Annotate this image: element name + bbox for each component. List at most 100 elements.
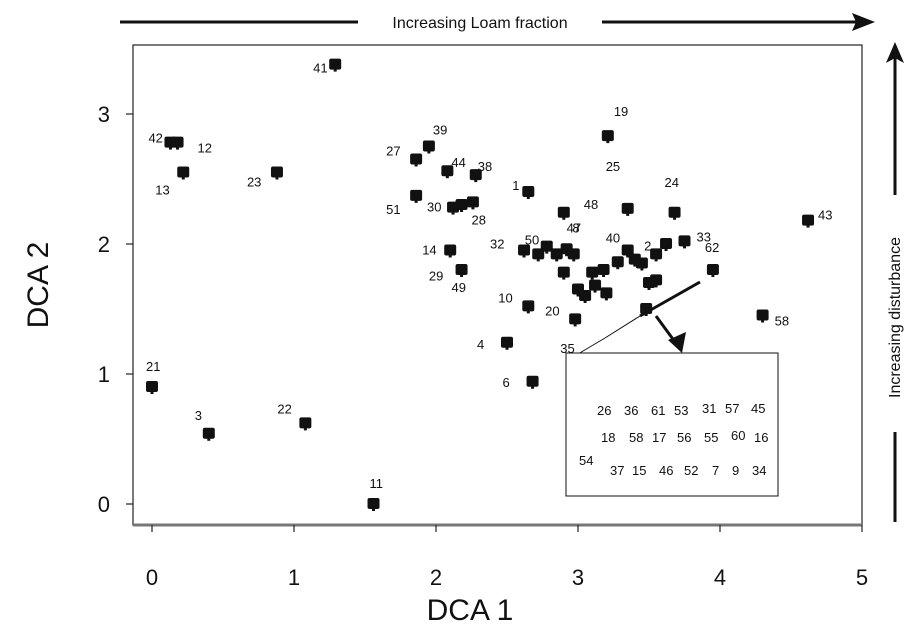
- data-point: [579, 290, 592, 301]
- data-point: [650, 274, 663, 286]
- data-point-tick: [626, 210, 630, 216]
- data-point-tick: [414, 161, 418, 167]
- point-label: 14: [422, 243, 436, 258]
- data-point: [586, 266, 599, 278]
- top-arrow-head: [852, 13, 875, 31]
- data-point-tick: [372, 506, 376, 511]
- inset-label: 37: [610, 463, 624, 478]
- inset-label: 36: [624, 403, 638, 418]
- data-point: [455, 199, 468, 210]
- point-label: 23: [247, 175, 261, 190]
- point-label: 1: [512, 178, 519, 193]
- data-point-tick: [460, 272, 464, 277]
- point-label: 11: [370, 476, 384, 491]
- point-label: 8: [572, 220, 579, 235]
- point-label: 3: [195, 408, 202, 423]
- point-label: 47: [567, 220, 581, 235]
- inset-label: 56: [677, 430, 691, 445]
- data-point: [611, 256, 624, 268]
- data-point: [567, 248, 580, 260]
- data-point-tick: [565, 251, 569, 257]
- data-point-tick: [562, 274, 566, 280]
- data-point-tick: [616, 264, 620, 270]
- data-point: [601, 130, 614, 142]
- data-point: [597, 264, 610, 275]
- y-tick-label: 2: [98, 232, 110, 257]
- data-point: [600, 287, 613, 299]
- data-point: [532, 248, 545, 260]
- data-point: [557, 266, 570, 278]
- inset-label: 9: [732, 463, 739, 478]
- data-point-tick: [536, 256, 540, 262]
- top-annotation: Increasing Loam fraction: [392, 15, 567, 32]
- point-label: 22: [277, 401, 291, 416]
- data-point-tick: [471, 204, 475, 210]
- data-point: [270, 166, 283, 178]
- inset-label: 17: [652, 430, 666, 445]
- data-point-tick: [604, 295, 608, 301]
- point-label: 10: [498, 290, 512, 305]
- data-point-tick: [562, 214, 566, 220]
- point-label: 51: [386, 202, 400, 217]
- data-point-tick: [711, 272, 715, 277]
- point-label: 38: [478, 159, 492, 174]
- point-label: 49: [452, 280, 466, 295]
- data-point-tick: [626, 252, 630, 258]
- x-tick-label: 2: [430, 565, 442, 590]
- point-label: 28: [472, 213, 486, 228]
- data-point-tick: [654, 256, 658, 262]
- data-point: [146, 381, 158, 392]
- data-point-tick: [673, 214, 677, 220]
- data-point-tick: [640, 265, 644, 271]
- inset-label: 58: [629, 430, 643, 445]
- inset-label: 55: [704, 430, 718, 445]
- data-point-tick: [451, 209, 455, 215]
- data-point-tick: [644, 311, 648, 316]
- data-point: [550, 248, 563, 260]
- data-point: [621, 244, 634, 256]
- data-point: [518, 244, 531, 256]
- point-label: 50: [525, 233, 539, 248]
- inset-label: 52: [684, 463, 698, 478]
- data-point: [177, 166, 190, 178]
- data-point-tick: [583, 298, 587, 303]
- data-point: [171, 136, 184, 148]
- data-point-tick: [590, 274, 594, 280]
- data-point-tick: [505, 344, 509, 350]
- data-point: [621, 202, 634, 214]
- data-point-tick: [176, 144, 180, 150]
- point-label: 58: [775, 314, 789, 329]
- y-tick-label: 1: [98, 362, 110, 387]
- data-point-tick: [333, 66, 337, 72]
- data-point: [557, 206, 570, 218]
- data-point: [367, 498, 380, 509]
- inset-label: 46: [659, 463, 673, 478]
- point-label: 2: [644, 238, 651, 253]
- inset-label: 45: [751, 401, 765, 416]
- data-point-tick: [207, 435, 211, 441]
- point-label: 6: [503, 375, 510, 390]
- point-label: 20: [545, 303, 559, 318]
- point-label: 19: [614, 104, 628, 119]
- data-point-tick: [448, 252, 452, 258]
- point-label: 41: [313, 61, 327, 76]
- point-label: 24: [665, 175, 679, 190]
- inset-label: 57: [725, 401, 739, 416]
- data-point-tick: [275, 174, 279, 180]
- data-point-tick: [545, 248, 549, 254]
- data-point-tick: [181, 174, 185, 180]
- data-point-tick: [683, 243, 686, 249]
- x-tick-label: 1: [288, 565, 300, 590]
- data-point: [444, 244, 457, 256]
- data-point: [410, 153, 423, 165]
- data-point-tick: [664, 246, 668, 251]
- leader-line-thin-2: [577, 337, 606, 355]
- data-point: [501, 336, 513, 348]
- data-point-tick: [522, 252, 526, 258]
- data-point-tick: [526, 308, 530, 314]
- data-point: [589, 279, 602, 291]
- inset-label: 31: [702, 401, 716, 416]
- point-label: 39: [433, 123, 447, 138]
- data-point: [640, 303, 653, 314]
